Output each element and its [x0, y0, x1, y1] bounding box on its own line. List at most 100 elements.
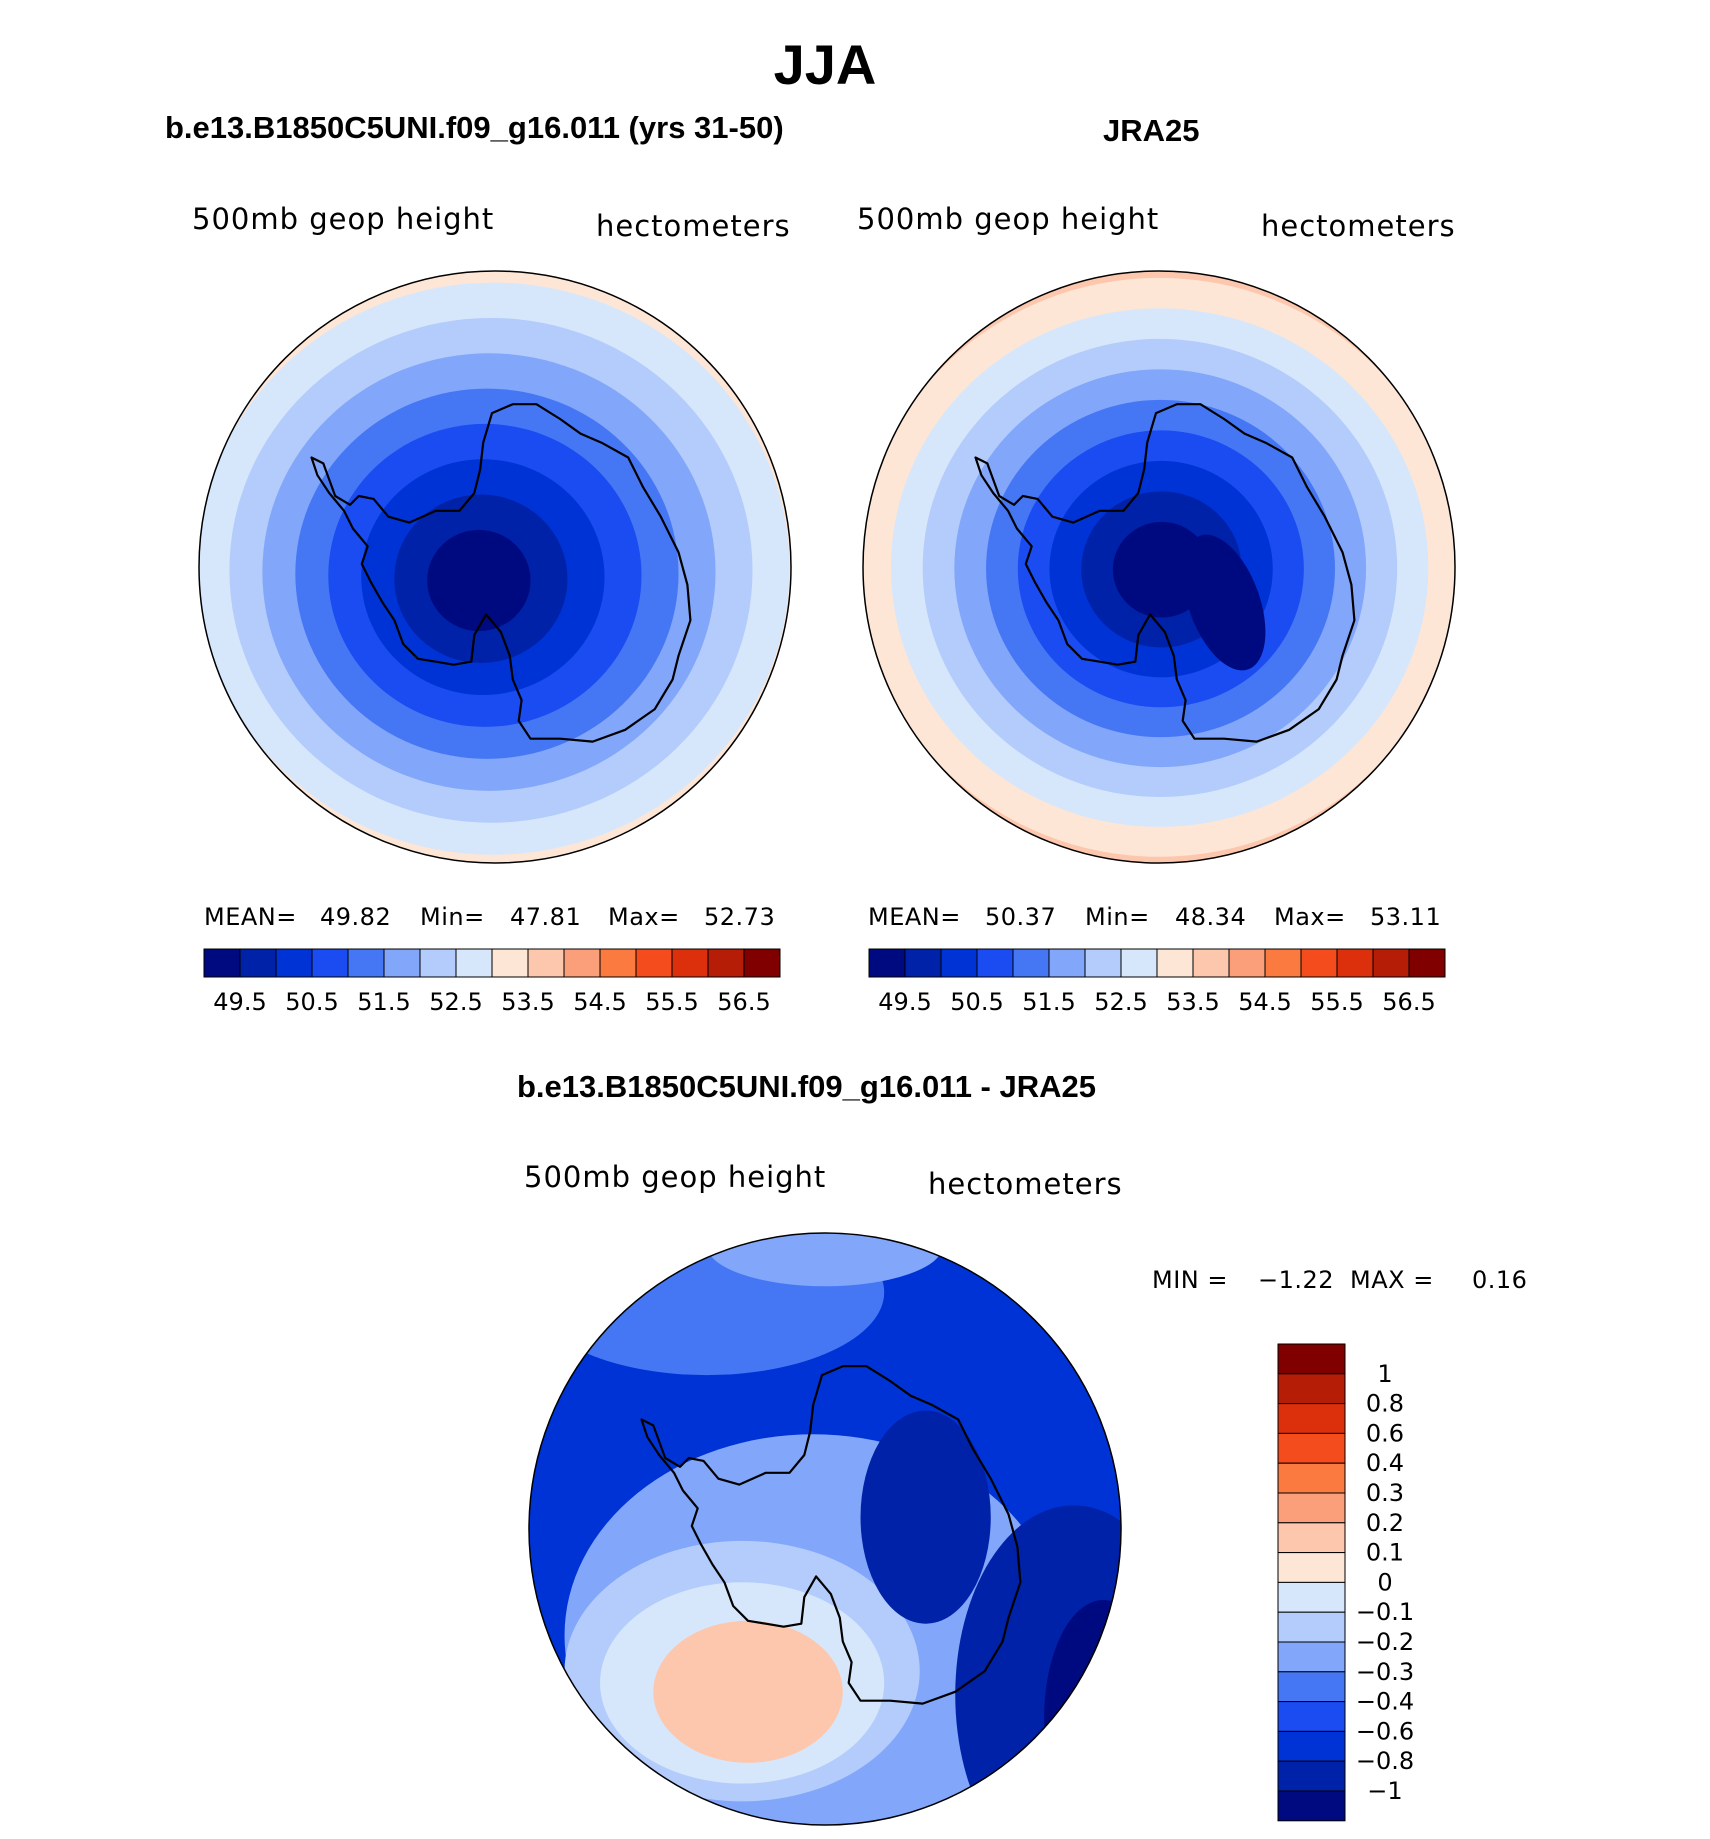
colorbar-swatch: [1336, 948, 1374, 978]
panel3-map: [529, 1233, 1121, 1825]
colorbar-swatch: [239, 948, 277, 978]
panel1-mean-label: MEAN=: [204, 903, 297, 931]
colorbar-swatch: [976, 948, 1014, 978]
colorbar-swatch: [1372, 948, 1410, 978]
colorbar-tick-label: 56.5: [717, 988, 770, 1016]
colorbar-swatch: [1277, 1671, 1346, 1703]
colorbar-tick-label: 49.5: [878, 988, 931, 1016]
colorbar-swatch: [527, 948, 565, 978]
colorbar-swatch: [1277, 1522, 1346, 1554]
map-border: [862, 270, 1456, 864]
colorbar-swatch: [311, 948, 349, 978]
colorbar-tick-label: 0: [1377, 1568, 1392, 1596]
contour-band: [1182, 534, 1266, 671]
colorbar-swatch: [1277, 1730, 1346, 1762]
colorbar-tick-label: −1: [1367, 1777, 1402, 1805]
colorbar-swatch: [563, 948, 601, 978]
colorbar-swatch: [707, 948, 745, 978]
colorbar-swatch: [1192, 948, 1230, 978]
colorbar-tick-label: 50.5: [950, 988, 1003, 1016]
colorbar-tick-label: 0.4: [1366, 1449, 1404, 1477]
colorbar-swatch: [1277, 1432, 1346, 1464]
colorbar-tick-label: 53.5: [501, 988, 554, 1016]
panel1-var-label: 500mb geop height: [192, 202, 495, 236]
colorbar-tick-label: −0.2: [1356, 1628, 1414, 1656]
colorbar-swatch: [904, 948, 942, 978]
coastline: [310, 403, 692, 743]
panel1-units: hectometers: [596, 209, 791, 243]
colorbar-swatch: [1156, 948, 1194, 978]
panel2-title: JRA25: [1103, 113, 1200, 148]
panel2-colorbar: 49.5 50.5 51.5 52.5 53.5 54.5 55.5 56.5: [868, 948, 1446, 1016]
colorbar-tick-label: −0.4: [1356, 1688, 1414, 1716]
colorbar-tick-label: 52.5: [429, 988, 482, 1016]
panel3-min-label: MIN =: [1152, 1266, 1228, 1294]
colorbar-swatch: [419, 948, 457, 978]
panel1-colorbar: 49.5 50.5 51.5 52.5 53.5 54.5 55.5 56.5: [203, 948, 781, 1016]
panel3-title: b.e13.B1850C5UNI.f09_g16.011 - JRA25: [517, 1069, 1096, 1104]
colorbar-tick-label: 0.1: [1366, 1539, 1404, 1567]
panel2-map: [863, 271, 1455, 863]
colorbar-swatch: [1277, 1701, 1346, 1732]
contour-band: [860, 1410, 991, 1624]
colorbar-swatch: [868, 948, 906, 978]
colorbar-swatch: [1300, 948, 1338, 978]
panel2-mean-value: 50.37: [985, 903, 1057, 931]
colorbar-swatch: [1228, 948, 1266, 978]
colorbar-swatch: [1048, 948, 1086, 978]
colorbar-swatch: [1277, 1790, 1346, 1822]
colorbar-tick-label: 0.6: [1366, 1419, 1404, 1447]
colorbar-swatch: [1277, 1373, 1346, 1405]
panel2-units: hectometers: [1261, 209, 1456, 243]
panel3-units: hectometers: [928, 1167, 1123, 1201]
colorbar-tick-label: 53.5: [1166, 988, 1219, 1016]
panel3-var-label: 500mb geop height: [524, 1160, 827, 1194]
contour-band: [688, 1659, 796, 1731]
panel2-max-value: 53.11: [1370, 903, 1442, 931]
colorbar-swatch: [275, 948, 313, 978]
colorbar-tick-label: 55.5: [1310, 988, 1363, 1016]
colorbar-swatch: [491, 948, 529, 978]
colorbar-tick-label: 0.3: [1366, 1479, 1404, 1507]
panel1-max-label: Max=: [608, 903, 680, 931]
colorbar-swatch: [1277, 1552, 1346, 1583]
colorbar-swatch: [1277, 1611, 1346, 1643]
panel1-map: [199, 271, 791, 863]
colorbar-swatch: [1408, 948, 1446, 978]
panel1-min-value: 47.81: [510, 903, 582, 931]
colorbar-swatch: [940, 948, 978, 978]
panel2-min-label: Min=: [1085, 903, 1150, 931]
coastline: [640, 1365, 1022, 1705]
contour-band: [706, 1233, 944, 1287]
map-border: [198, 270, 792, 864]
colorbar-swatch: [1120, 948, 1158, 978]
colorbar-tick-label: 1: [1377, 1360, 1392, 1388]
colorbar-tick-label: −0.1: [1356, 1598, 1414, 1626]
main-title: JJA: [773, 33, 877, 96]
colorbar-tick-label: −0.3: [1356, 1658, 1414, 1686]
map-border: [528, 1232, 1122, 1826]
colorbar-tick-label: 52.5: [1094, 988, 1147, 1016]
panel1-min-label: Min=: [420, 903, 485, 931]
colorbar-swatch: [671, 948, 709, 978]
colorbar-swatch: [347, 948, 385, 978]
panel3-max-value: 0.16: [1472, 1266, 1528, 1294]
colorbar-swatch: [1277, 1492, 1346, 1524]
colorbar-tick-label: 50.5: [285, 988, 338, 1016]
panel3-min-value: −1.22: [1258, 1266, 1335, 1294]
colorbar-tick-label: 55.5: [645, 988, 698, 1016]
colorbar-tick-label: 54.5: [573, 988, 626, 1016]
panel3-colorbar: 10.80.60.40.30.20.10−0.1−0.2−0.3−0.4−0.6…: [1277, 1343, 1414, 1822]
colorbar-swatch: [1277, 1760, 1346, 1792]
panel2-min-value: 48.34: [1175, 903, 1247, 931]
colorbar-tick-label: 54.5: [1238, 988, 1291, 1016]
colorbar-swatch: [1277, 1581, 1346, 1613]
colorbar-swatch: [1012, 948, 1050, 978]
colorbar-swatch: [455, 948, 493, 978]
colorbar-swatch: [743, 948, 781, 978]
colorbar-tick-label: 51.5: [1022, 988, 1075, 1016]
colorbar-swatch: [1264, 948, 1302, 978]
panel1-mean-value: 49.82: [320, 903, 392, 931]
colorbar-swatch: [1084, 948, 1122, 978]
